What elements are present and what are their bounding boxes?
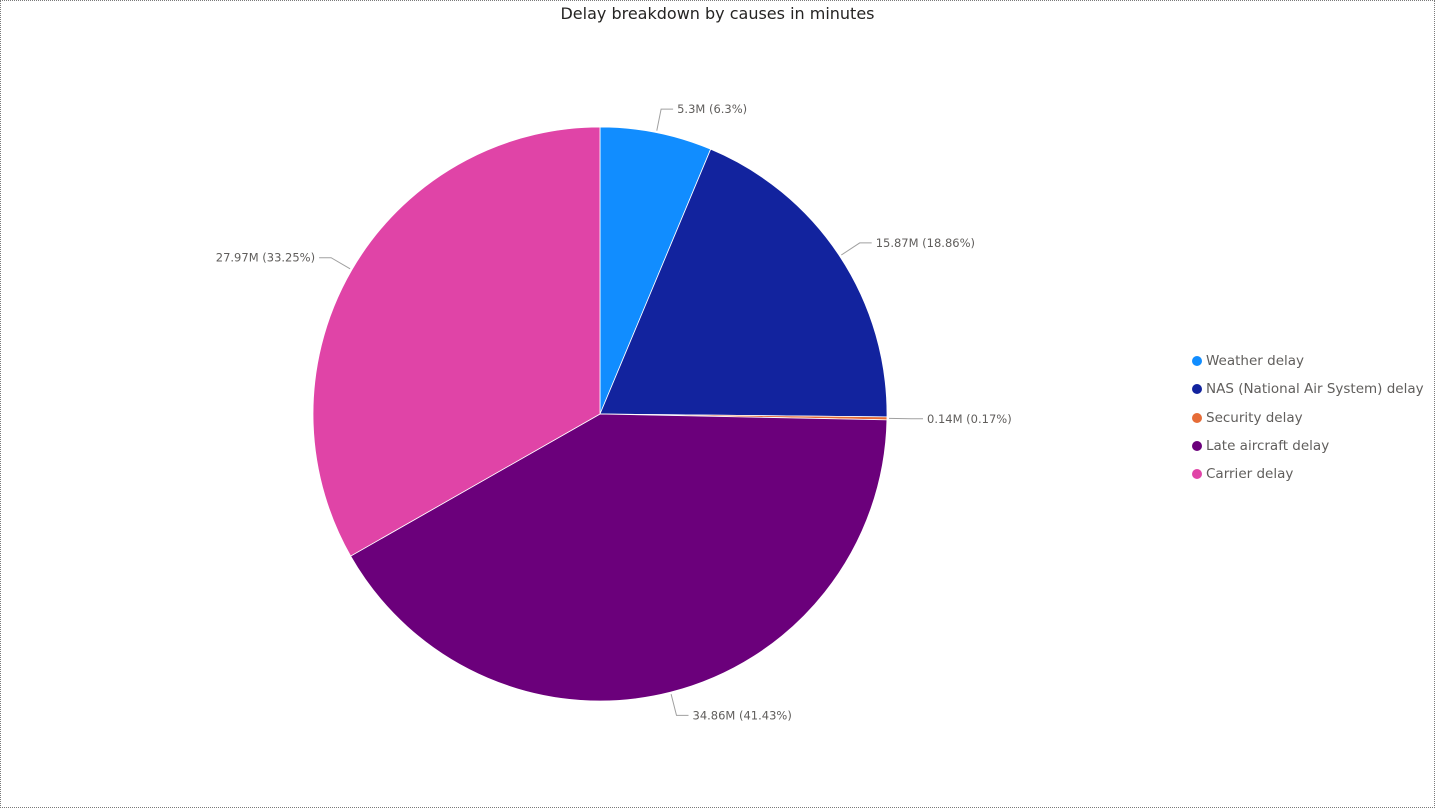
legend-label: Late aircraft delay [1206, 438, 1330, 455]
legend-swatch-icon [1192, 384, 1202, 395]
leader-line-carrier-delay [319, 257, 351, 270]
legend: Weather delay NAS (National Air System) d… [1192, 347, 1424, 488]
data-label-weather-delay: 5.3M (6.3%) [677, 102, 747, 116]
data-label-nas-national-air-system-delay: 15.87M (18.86%) [876, 236, 975, 250]
legend-item-late-aircraft-delay[interactable]: Late aircraft delay [1192, 432, 1424, 460]
legend-label: Carrier delay [1206, 466, 1294, 483]
leader-line-late-aircraft-delay [670, 693, 689, 716]
chart-title: Delay breakdown by causes in minutes [560, 4, 875, 23]
legend-item-nas-national-air-system-delay[interactable]: NAS (National Air System) delay [1192, 375, 1424, 403]
pie-slice-weather-delay[interactable] [599, 126, 712, 415]
data-label-carrier-delay: 27.97M (33.25%) [216, 251, 315, 265]
legend-item-carrier-delay[interactable]: Carrier delay [1192, 460, 1424, 488]
legend-swatch-icon [1192, 356, 1202, 367]
legend-label: Security delay [1206, 409, 1303, 426]
pie-leader-lines [319, 108, 923, 716]
leader-line-nas-national-air-system-delay [841, 242, 872, 256]
legend-swatch-icon [1192, 412, 1202, 423]
legend-swatch-icon [1192, 441, 1202, 452]
legend-swatch-icon [1192, 469, 1202, 480]
data-label-late-aircraft-delay: 34.86M (41.43%) [693, 708, 792, 722]
legend-label: NAS (National Air System) delay [1206, 381, 1424, 398]
legend-label: Weather delay [1206, 353, 1305, 370]
legend-item-weather-delay[interactable]: Weather delay [1192, 347, 1424, 375]
leader-line-weather-delay [656, 108, 674, 131]
pie-slice-nas-national-air-system-delay[interactable] [599, 148, 888, 418]
pie-data-labels: 5.3M (6.3%) 15.87M (18.86%) 0.14M (0.17%) 3… [216, 102, 1012, 722]
pie-slice-carrier-delay[interactable] [312, 126, 601, 557]
pie-slices [312, 126, 888, 702]
legend-item-security-delay[interactable]: Security delay [1192, 404, 1424, 432]
pie-slice-late-aircraft-delay[interactable] [350, 413, 888, 702]
data-label-security-delay: 0.14M (0.17%) [927, 412, 1012, 426]
